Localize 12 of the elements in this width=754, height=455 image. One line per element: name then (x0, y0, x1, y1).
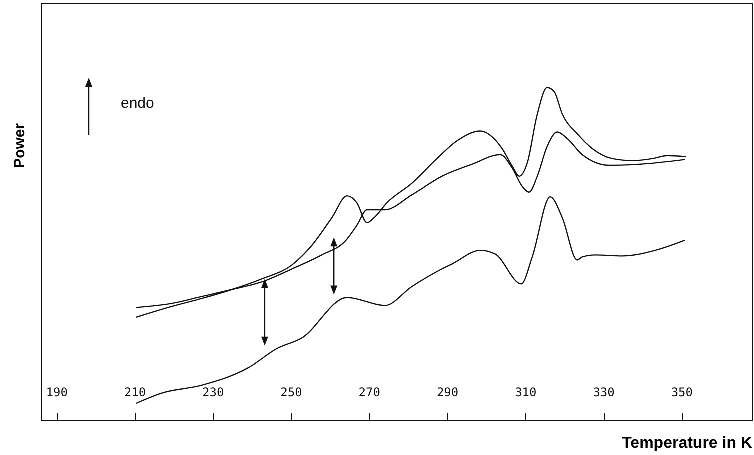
x-tick-label: 350 (671, 386, 694, 400)
x-tick-label: 250 (280, 386, 302, 400)
x-tick-label: 210 (124, 386, 146, 400)
x-axis-title: Temperature in K (622, 435, 753, 452)
x-tick-label: 270 (358, 386, 380, 400)
x-tick-label: 230 (202, 386, 224, 400)
y-axis-title: Power (12, 123, 28, 169)
x-tick-label: 290 (436, 386, 459, 400)
annotation: endo (121, 95, 154, 112)
x-tick-label: 190 (46, 386, 68, 400)
x-tick-label: 310 (515, 386, 537, 400)
x-tick-label: 330 (593, 386, 615, 400)
